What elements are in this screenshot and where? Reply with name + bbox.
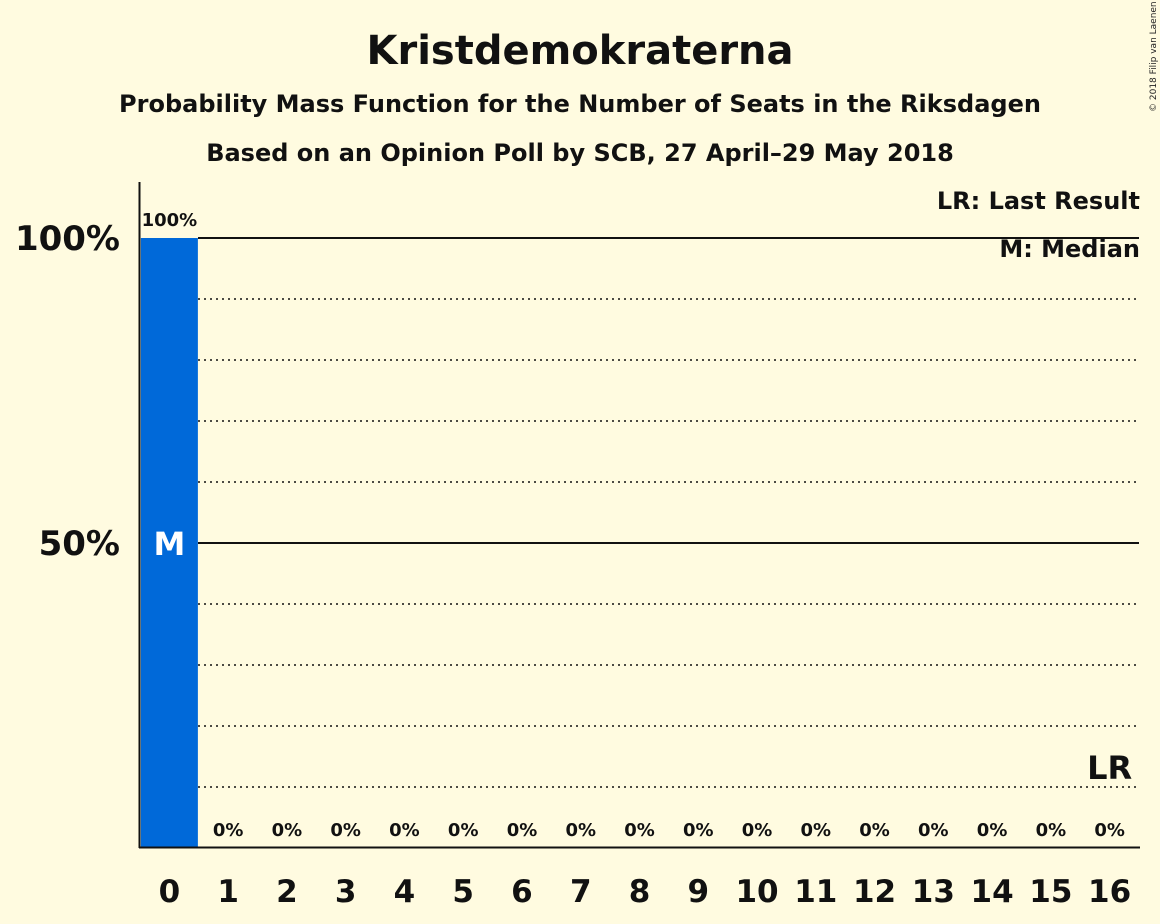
x-tick-label: 6 <box>511 874 533 910</box>
value-label: 0% <box>272 820 303 841</box>
x-tick-label: 9 <box>687 874 709 910</box>
x-tick-label: 8 <box>629 874 651 910</box>
chart-subtitle-1: Probability Mass Function for the Number… <box>119 90 1041 118</box>
gridlines <box>198 237 1139 788</box>
copyright-text: © 2018 Filip van Laenen <box>1149 1 1159 112</box>
legend-median: M: Median <box>999 235 1140 263</box>
x-tick-label: 15 <box>1029 874 1072 910</box>
bar <box>140 238 198 848</box>
value-label: 0% <box>977 820 1008 841</box>
y-axis-labels: 50% 100% <box>15 219 120 564</box>
value-label: 0% <box>565 820 596 841</box>
chart-subtitle-2: Based on an Opinion Poll by SCB, 27 Apri… <box>206 139 954 167</box>
value-label: 0% <box>1036 820 1067 841</box>
value-label: 0% <box>683 820 714 841</box>
bars <box>140 238 198 848</box>
legend-last-result: LR: Last Result <box>937 187 1140 215</box>
chart-title: Kristdemokraterna <box>366 28 793 74</box>
value-labels: 100% 0% 0% 0% 0% 0% 0% 0% 0% 0% 0% 0% 0% 0% 0% 0% 0% <box>142 210 1125 841</box>
value-label: 0% <box>330 820 361 841</box>
x-tick-label: 7 <box>570 874 592 910</box>
x-tick-label: 4 <box>394 874 416 910</box>
value-label: 0% <box>801 820 832 841</box>
value-label: 0% <box>389 820 420 841</box>
x-tick-label: 1 <box>217 874 239 910</box>
x-tick-label: 13 <box>912 874 955 910</box>
x-tick-label: 2 <box>276 874 298 910</box>
x-tick-label: 14 <box>971 874 1014 910</box>
value-label: 100% <box>142 210 198 231</box>
value-label: 0% <box>742 820 773 841</box>
value-label: 0% <box>624 820 655 841</box>
x-tick-label: 0 <box>159 874 181 910</box>
value-label: 0% <box>213 820 244 841</box>
y-tick-label: 50% <box>39 524 120 564</box>
x-tick-label: 10 <box>735 874 778 910</box>
x-tick-label: 12 <box>853 874 896 910</box>
value-label: 0% <box>507 820 538 841</box>
x-axis-labels: 0 1 2 3 4 5 6 7 8 9 10 11 12 13 14 15 16 <box>159 874 1132 910</box>
median-marker: M <box>153 525 185 563</box>
x-tick-label: 16 <box>1088 874 1131 910</box>
y-tick-label: 100% <box>15 219 120 259</box>
value-label: 0% <box>448 820 479 841</box>
value-label: 0% <box>859 820 890 841</box>
x-tick-label: 3 <box>335 874 357 910</box>
markers: M LR <box>153 525 1132 787</box>
value-label: 0% <box>918 820 949 841</box>
last-result-marker: LR <box>1087 749 1132 787</box>
value-label: 0% <box>1094 820 1125 841</box>
x-tick-label: 5 <box>452 874 474 910</box>
x-tick-label: 11 <box>794 874 837 910</box>
